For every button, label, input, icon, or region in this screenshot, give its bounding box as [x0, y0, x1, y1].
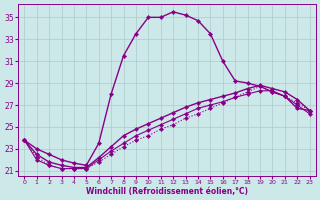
X-axis label: Windchill (Refroidissement éolien,°C): Windchill (Refroidissement éolien,°C) [86, 187, 248, 196]
